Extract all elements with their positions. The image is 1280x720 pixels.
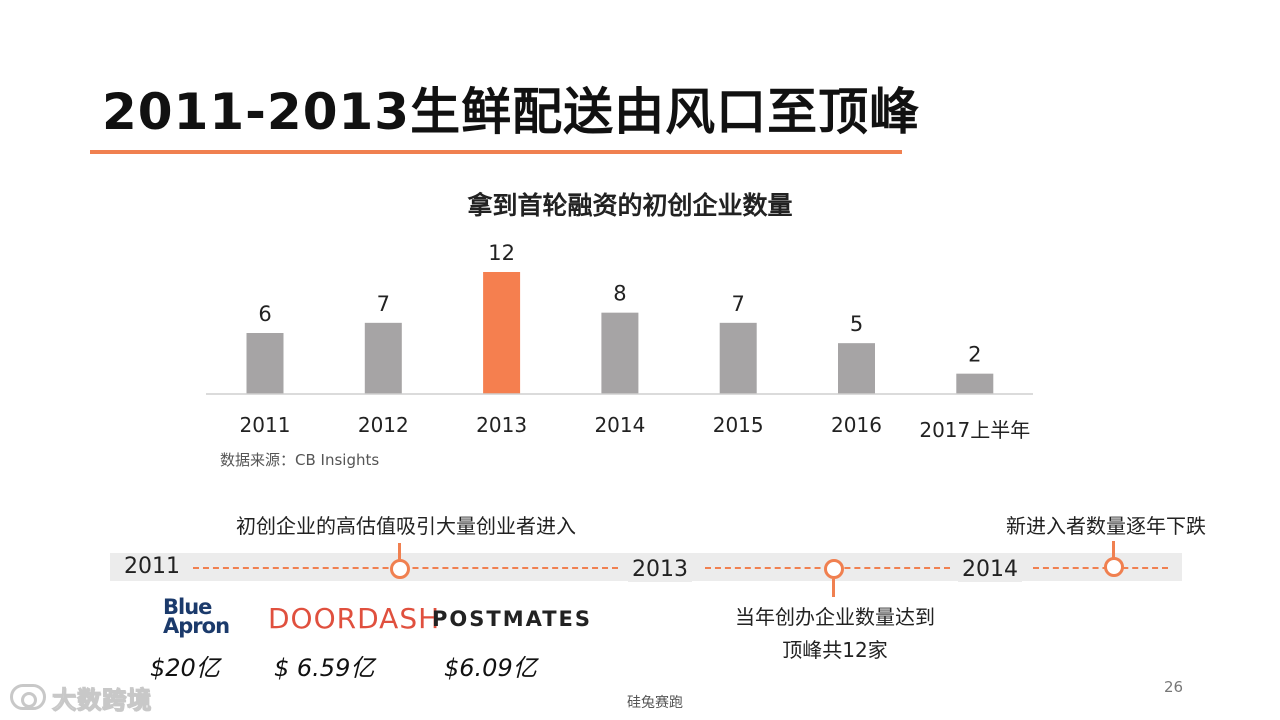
postmates-logo: POSTMATES <box>432 607 593 631</box>
data-label-2012: 7 <box>377 292 390 316</box>
blue-apron-logo-line2: Apron <box>163 614 230 638</box>
timeline-label-2b: 顶峰共12家 <box>782 638 888 662</box>
doordash-valuation: $ 6.59亿 <box>274 654 375 682</box>
data-label-2011: 6 <box>258 302 271 326</box>
bar-2015 <box>719 322 757 394</box>
slide-title: 2011-2013生鲜配送由风口至顶峰 <box>102 83 921 141</box>
timeline-year-2013: 2013 <box>628 557 692 582</box>
data-label-2017上半年: 2 <box>968 343 981 367</box>
bar-2016 <box>838 343 875 394</box>
timeline-year-2014: 2014 <box>958 557 1022 582</box>
bar-2013 <box>483 272 521 394</box>
bar-2011 <box>246 333 284 394</box>
bar-2014 <box>601 312 639 394</box>
timeline-label-2a: 当年创办企业数量达到 <box>735 605 935 629</box>
blue-apron-valuation: $20亿 <box>150 654 220 682</box>
x-tick-label-2011: 2011 <box>240 413 291 437</box>
data-label-2014: 8 <box>613 282 626 306</box>
timeline-stem-2 <box>832 579 835 597</box>
x-tick-label-2012: 2012 <box>358 413 409 437</box>
x-tick-label-2015: 2015 <box>713 413 764 437</box>
postmates-valuation: $6.09亿 <box>444 654 537 682</box>
doordash-logo: DOORDASH <box>268 602 441 635</box>
timeline-node-3 <box>1104 557 1124 577</box>
x-tick-label-2016: 2016 <box>831 413 882 437</box>
chart-title: 拿到首轮融资的初创企业数量 <box>467 191 793 220</box>
data-label-2016: 5 <box>850 312 863 336</box>
watermark: 大数跨境 <box>10 680 152 714</box>
timeline-label-1: 初创企业的高估值吸引大量创业者进入 <box>236 514 576 538</box>
timeline-year-2011: 2011 <box>120 554 184 579</box>
data-label-2015: 7 <box>732 292 745 316</box>
x-tick-label-2013: 2013 <box>476 413 527 437</box>
x-tick-label-2017上半年: 2017上半年 <box>919 418 1030 442</box>
footer-text: 硅兔赛跑 <box>627 695 683 711</box>
watermark-text: 大数跨境 <box>52 685 152 714</box>
timeline-stem-1 <box>398 543 401 561</box>
timeline-label-3: 新进入者数量逐年下跌 <box>1006 514 1206 538</box>
timeline-stem-3 <box>1112 541 1115 559</box>
chart-source: 数据来源：CB Insights <box>220 451 380 469</box>
title-underline <box>90 150 902 154</box>
timeline-dash-3 <box>1033 567 1168 569</box>
bar-2017上半年 <box>956 373 994 394</box>
blue-apron-logo: Blue Apron <box>163 595 230 638</box>
x-tick-label-2014: 2014 <box>594 413 645 437</box>
blue-apron-logo-line1: Blue <box>163 595 212 619</box>
timeline-node-2 <box>824 559 844 579</box>
watermark-logo-icon <box>10 684 46 710</box>
bar-2012 <box>364 322 402 394</box>
data-label-2013: 12 <box>488 241 515 265</box>
page-number: 26 <box>1164 678 1184 696</box>
timeline-node-1 <box>390 559 410 579</box>
